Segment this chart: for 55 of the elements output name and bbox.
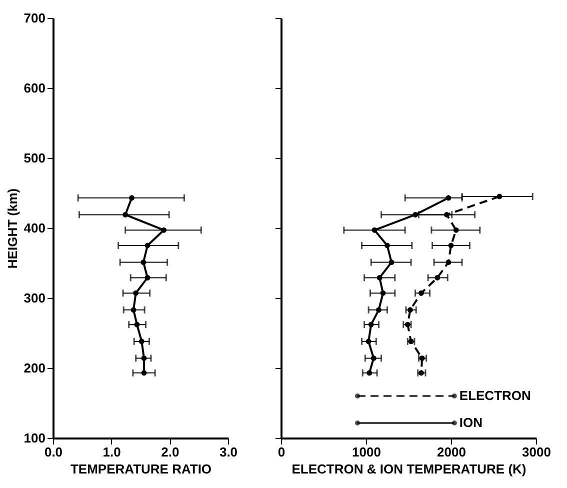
point [161,227,167,233]
point [370,355,376,361]
point [407,307,413,313]
point [412,212,418,218]
point [141,355,147,361]
point [380,290,386,296]
point [384,242,390,248]
x-tick-label: 2000 [437,444,466,460]
point [376,274,382,280]
y-tick-label: 300 [24,290,46,306]
point [141,370,147,376]
y-tick-label: 100 [24,430,46,446]
x-axis-title: ELECTRON & ION TEMPERATURE (K) [292,462,526,476]
point [446,195,452,201]
point [418,290,424,296]
point [144,242,150,248]
point [372,227,378,233]
x-tick-label: 1.0 [102,444,121,460]
point [444,212,450,218]
x-tick-label: 3.0 [219,444,238,460]
point [448,242,454,248]
point [130,307,136,313]
x-tick-label: 3000 [522,444,551,460]
y-tick-label: 200 [24,360,46,376]
point [388,260,394,266]
point [434,274,440,280]
point [453,227,459,233]
y-axis-title: HEIGHT (km) [4,188,20,269]
point [133,290,139,296]
point [134,322,140,328]
y-tick-label: 500 [24,150,46,166]
x-tick-label: 2.0 [161,444,180,460]
x-tick-label: 1000 [352,444,381,460]
legend-label: ION [459,415,483,430]
point [446,260,452,266]
point [418,370,424,376]
point [140,260,146,266]
point [376,307,382,313]
legend-label: ELECTRON [459,388,531,403]
x-tick-label: 0 [278,444,286,460]
x-axis-title: TEMPERATURE RATIO [70,462,212,476]
y-tick-label: 400 [24,220,46,236]
point [138,338,144,344]
point [419,355,425,361]
point [496,194,502,200]
x-tick-label: 0.0 [44,444,63,460]
point [366,370,372,376]
point [366,338,372,344]
y-tick-label: 600 [24,80,46,96]
point [144,274,150,280]
point [129,195,134,201]
y-tick-label: 700 [24,10,46,26]
point [368,322,374,328]
point [122,212,128,218]
point [404,322,410,328]
